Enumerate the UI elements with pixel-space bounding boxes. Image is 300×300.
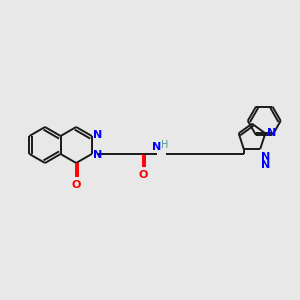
Text: O: O bbox=[138, 170, 148, 180]
Text: N: N bbox=[93, 150, 102, 160]
Text: O: O bbox=[71, 180, 81, 190]
Text: N: N bbox=[93, 130, 102, 140]
Text: H: H bbox=[161, 140, 168, 150]
Text: N: N bbox=[261, 160, 271, 170]
Text: N: N bbox=[152, 142, 161, 152]
Text: N: N bbox=[267, 128, 277, 138]
Text: N: N bbox=[261, 152, 271, 162]
